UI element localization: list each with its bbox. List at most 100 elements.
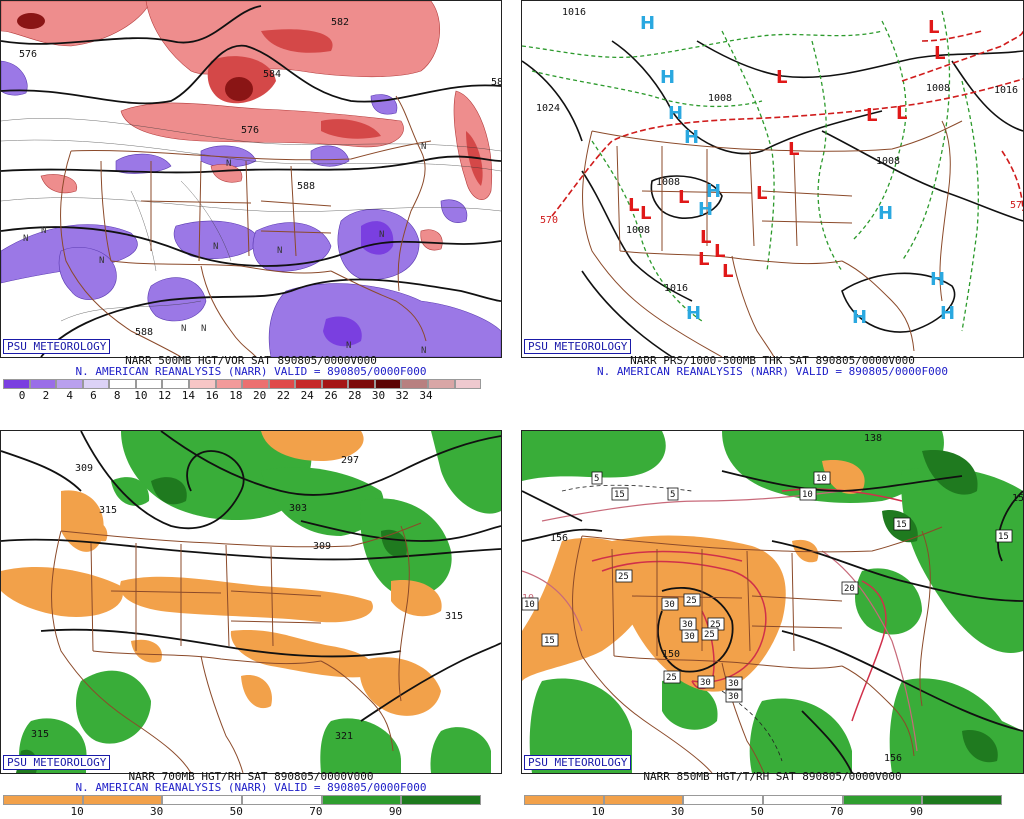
value-box-label: 25 bbox=[686, 596, 697, 606]
value-box bbox=[725, 676, 743, 690]
high-pressure-marker: H bbox=[684, 127, 699, 148]
color-scale-bar bbox=[524, 795, 1003, 805]
color-scale-swatch bbox=[454, 379, 482, 389]
svg-text:N: N bbox=[421, 142, 426, 152]
psu-meteorology-badge: PSU METEOROLOGY bbox=[524, 339, 632, 354]
high-pressure-marker: H bbox=[698, 199, 713, 220]
contour-label: 309 bbox=[313, 541, 331, 552]
color-scale-tick: 6 bbox=[90, 389, 97, 402]
isobar-label: 1008 bbox=[876, 156, 900, 167]
high-pressure-marker: H bbox=[878, 203, 893, 224]
color-scale-bar bbox=[3, 795, 482, 805]
contour-label: 138 bbox=[864, 433, 882, 444]
color-scale-bar bbox=[3, 379, 482, 389]
color-scale-tick: 10 bbox=[134, 389, 148, 402]
color-scale-swatch bbox=[321, 795, 402, 805]
map-title: NARR 700MB HGT/RH SAT 890805/0000V000 bbox=[128, 770, 374, 783]
value-box-label: 30 bbox=[684, 632, 695, 642]
panel-500mb-vorticity: 576 582 588 584 576 588 588 NNN NNN NNN … bbox=[0, 0, 502, 405]
svg-text:N: N bbox=[181, 324, 186, 334]
isobar-label: 1008 bbox=[656, 177, 680, 188]
color-scale-swatch bbox=[162, 379, 189, 389]
value-box bbox=[681, 629, 699, 643]
low-pressure-marker: L bbox=[928, 17, 939, 38]
map-title: NARR 500MB HGT/VOR SAT 890805/0000V000 bbox=[125, 354, 377, 367]
color-scale-tick: 26 bbox=[324, 389, 338, 402]
contour-label: 156 bbox=[884, 753, 902, 764]
thickness-label: 576 bbox=[1010, 200, 1023, 211]
isobar-label: 1016 bbox=[562, 7, 586, 18]
color-scale-swatch bbox=[374, 379, 402, 389]
value-box bbox=[725, 689, 743, 703]
svg-text:N: N bbox=[201, 324, 206, 334]
svg-text:N: N bbox=[99, 256, 104, 266]
isobar-label: 1008 bbox=[708, 93, 732, 104]
value-box bbox=[591, 471, 603, 485]
value-box-label: 30 bbox=[728, 692, 739, 702]
color-scale-tick: 32 bbox=[395, 389, 409, 402]
low-pressure-marker: L bbox=[678, 187, 689, 208]
value-box bbox=[611, 487, 629, 501]
contour-label: 297 bbox=[341, 455, 359, 466]
value-box bbox=[799, 487, 817, 501]
contour-label: 315 bbox=[31, 729, 49, 740]
svg-text:N: N bbox=[277, 246, 282, 256]
low-pressure-marker: L bbox=[640, 203, 651, 224]
contour-label: 588 bbox=[135, 327, 153, 338]
color-scale-swatch bbox=[215, 379, 243, 389]
contour-label: 576 bbox=[241, 125, 259, 136]
color-scale-tick: 70 bbox=[830, 805, 844, 818]
contour-label: 15 bbox=[1012, 493, 1023, 504]
low-pressure-marker: L bbox=[698, 249, 709, 270]
value-box bbox=[663, 670, 681, 684]
value-box-label: 5 bbox=[670, 490, 675, 500]
contour-label: 309 bbox=[75, 463, 93, 474]
isobar-label: 1008 bbox=[926, 83, 950, 94]
panel-pressure-thickness: 1016 1024 1008 1016 1008 1008 1008 1016 … bbox=[521, 0, 1024, 405]
low-pressure-marker: L bbox=[866, 105, 877, 126]
rh-map: 309 315 297 303 309 315 315 321 bbox=[1, 431, 501, 773]
color-scale-ticks: 10 30 50 70 90 bbox=[524, 805, 1002, 818]
color-scale-swatch bbox=[524, 795, 604, 805]
value-box bbox=[661, 597, 679, 611]
color-scale-tick: 30 bbox=[371, 389, 386, 402]
contour-label: 156 bbox=[550, 533, 568, 544]
color-scale-tick: 12 bbox=[158, 389, 172, 402]
isobar-label: 1016 bbox=[664, 283, 688, 294]
map-subtitle: N. AMERICAN REANALYSIS (NARR) VALID = 89… bbox=[597, 365, 948, 378]
color-scale-swatch bbox=[603, 795, 684, 805]
color-scale-tick: 90 bbox=[388, 805, 403, 818]
color-scale-swatch bbox=[242, 795, 322, 805]
map-title: NARR PRS/1000-500MB THK SAT 890805/0000V… bbox=[630, 354, 915, 367]
color-scale-ticks: 10 30 50 70 90 bbox=[3, 805, 481, 818]
value-box bbox=[813, 471, 831, 485]
low-pressure-marker: L bbox=[934, 43, 945, 64]
color-scale-tick: 70 bbox=[309, 805, 323, 818]
value-box-label: 15 bbox=[544, 636, 555, 646]
low-pressure-marker: L bbox=[628, 195, 639, 216]
color-scale-tick: 20 bbox=[253, 389, 267, 402]
isobar-label: 1024 bbox=[536, 103, 560, 114]
value-box-label: 30 bbox=[700, 678, 711, 688]
color-scale-tick: 22 bbox=[276, 389, 291, 402]
value-box-label: 20 bbox=[844, 584, 855, 594]
value-box-label: 15 bbox=[896, 520, 907, 530]
value-box-label: 15 bbox=[998, 532, 1009, 542]
value-box-label: 30 bbox=[728, 679, 739, 689]
value-box-label: 25 bbox=[710, 620, 721, 630]
value-box bbox=[615, 569, 633, 583]
high-pressure-marker: H bbox=[852, 307, 867, 328]
low-pressure-marker: L bbox=[776, 67, 787, 88]
value-box-label: 15 bbox=[614, 490, 625, 500]
value-box bbox=[541, 633, 559, 647]
color-scale-tick: 10 bbox=[591, 805, 605, 818]
value-box bbox=[893, 517, 911, 531]
color-scale-swatch bbox=[321, 379, 349, 389]
map-subtitle: N. AMERICAN REANALYSIS (NARR) VALID = 89… bbox=[75, 781, 427, 794]
color-scale-swatch bbox=[162, 795, 243, 805]
color-scale-ticks: 0 2 4 6 8 10 12 14 16 18 20 22 24 26 28 30 32 34 bbox=[3, 389, 481, 402]
contour-label: 588 bbox=[297, 181, 315, 192]
color-scale-swatch bbox=[428, 379, 455, 389]
value-box bbox=[683, 593, 701, 607]
